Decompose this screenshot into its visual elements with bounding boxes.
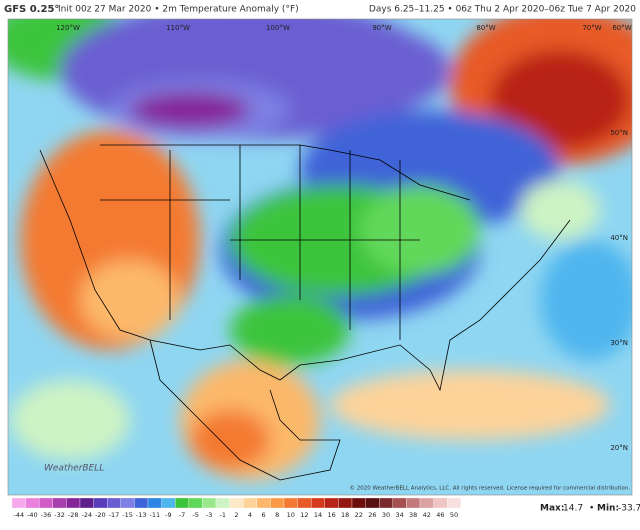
colorbar-swatch [107, 497, 121, 509]
colorbar-swatch [351, 497, 366, 509]
colorbar-swatch [52, 497, 67, 509]
colorbar-tick-label: 18 [341, 511, 349, 519]
colorbar-tick-label: 14 [314, 511, 322, 519]
colorbar-tick-label: -5 [192, 511, 198, 519]
init-text: Init 00z 27 Mar 2020 • 2m Temperature An… [58, 5, 299, 15]
colorbar-tick-label: 16 [327, 511, 335, 519]
colorbar-swatch [39, 497, 53, 509]
latitude-label: 50°N [610, 129, 628, 137]
colorbar-tick-label: -20 [95, 511, 106, 519]
anomaly-field [8, 19, 632, 495]
longitude-label: 80°W [476, 24, 495, 32]
colorbar-tick-label: -32 [54, 511, 65, 519]
longitude-label: 90°W [372, 24, 391, 32]
valid-range: Days 6.25–11.25 • 06z Thu 2 Apr 2020–06z… [369, 5, 636, 15]
colorbar-swatch [283, 497, 298, 509]
colorbar-swatch [120, 497, 135, 509]
min-value: -33.7 [618, 504, 640, 514]
colorbar-tick-label: -3 [206, 511, 212, 519]
colorbar-swatch [270, 497, 285, 509]
colorbar-swatch [93, 497, 108, 509]
boundaries [39, 144, 571, 481]
colorbar-swatch [311, 497, 325, 509]
colorbar-swatch [229, 497, 244, 509]
field-shapes [8, 19, 632, 480]
colorbar-tick-label: -40 [27, 511, 38, 519]
colorbar-swatch [243, 497, 257, 509]
colorbar-tick-label: -11 [149, 511, 160, 519]
colorbar-swatch [161, 497, 176, 509]
colorbar-swatch [419, 497, 434, 509]
colorbar-swatch [338, 497, 353, 509]
colorbar-swatch [134, 497, 149, 509]
colorbar-tick-label: 12 [300, 511, 308, 519]
colorbar-tick-label: -28 [68, 511, 79, 519]
separator: • [589, 504, 594, 514]
latitude-label: 20°N [610, 444, 628, 452]
colorbar-tick-label: 2 [234, 511, 238, 519]
longitude-label: 110°W [166, 24, 190, 32]
colorbar-tick-label: 10 [287, 511, 295, 519]
copyright: © 2020 WeatherBELL Analytics, LLC. All r… [350, 485, 631, 492]
colorbar-tick-label: -17 [109, 511, 120, 519]
colorbar-swatch [379, 497, 393, 509]
max-label: Max: [540, 504, 564, 514]
colorbar-tick-label: -15 [122, 511, 133, 519]
colorbar-tick-label: 8 [275, 511, 279, 519]
colorbar-tick-label: -9 [165, 511, 171, 519]
colorbar-swatch [365, 497, 380, 509]
colorbar-tick-label: 50 [450, 511, 458, 519]
colorbar-swatch [147, 497, 162, 509]
longitude-label: 70°W [582, 24, 601, 32]
colorbar-swatch [324, 497, 339, 509]
colorbar-tick-label: 4 [248, 511, 252, 519]
latitude-label: 30°N [610, 339, 628, 347]
colorbar-swatch [256, 497, 271, 509]
colorbar-tick-label: 6 [262, 511, 266, 519]
longitude-label: 60°W [612, 24, 631, 32]
colorbar-swatch [447, 497, 461, 509]
colorbar-tick-label: 42 [423, 511, 431, 519]
colorbar-swatch [175, 497, 189, 509]
logo: WeatherBELL [44, 464, 104, 474]
colorbar-swatch [79, 497, 94, 509]
colorbar-tick-label: -24 [81, 511, 92, 519]
colorbar-tick-label: 30 [382, 511, 390, 519]
colorbar-swatch [297, 497, 312, 509]
colorbar-tick-label: -44 [13, 511, 24, 519]
colorbar-tick-label: 34 [395, 511, 403, 519]
colorbar-tick-label: -13 [136, 511, 147, 519]
colorbar-tick-label: 26 [368, 511, 376, 519]
colorbar-tick-label: -1 [220, 511, 226, 519]
colorbar-tick-label: 22 [355, 511, 363, 519]
colorbar-swatch [11, 497, 26, 509]
colorbar-swatch [215, 497, 230, 509]
colorbar-tick-label: -36 [41, 511, 52, 519]
colorbar-swatch [433, 497, 448, 509]
map-frame [7, 18, 633, 496]
colorbar-tick-label: 38 [409, 511, 417, 519]
colorbar-tick-label: 46 [436, 511, 444, 519]
colorbar-swatch [188, 497, 203, 509]
colorbar-swatch [25, 497, 40, 509]
colorbar-swatch [202, 497, 217, 509]
colorbar-swatch [66, 497, 81, 509]
min-label: Min: [597, 504, 619, 514]
max-value: 14.7 [563, 504, 583, 514]
colorbar-tick-label: -7 [179, 511, 185, 519]
colorbar-swatch [406, 497, 421, 509]
latitude-label: 40°N [610, 234, 628, 242]
longitude-label: 120°W [56, 24, 80, 32]
longitude-label: 100°W [266, 24, 290, 32]
colorbar-swatch [392, 497, 407, 509]
model-name: GFS 0.25° [4, 4, 59, 15]
